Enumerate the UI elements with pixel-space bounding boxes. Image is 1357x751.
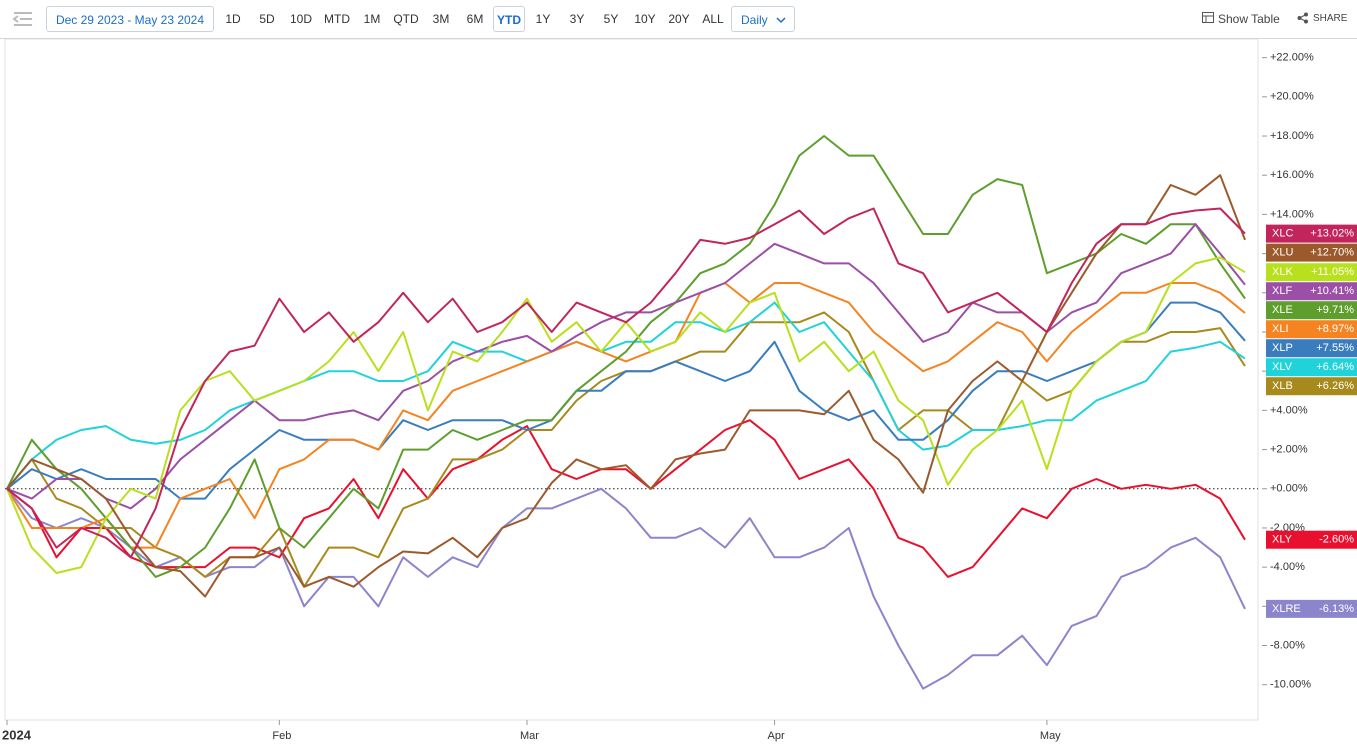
end-badge-box <box>1266 320 1357 339</box>
range-button[interactable]: 10D <box>289 12 312 26</box>
end-badge-box <box>1266 530 1357 549</box>
end-badge: XLU +12.70% <box>1266 243 1357 262</box>
range-button[interactable]: YTD <box>493 6 525 32</box>
y-tick-label: +14.00% <box>1270 208 1314 220</box>
share-icon[interactable] <box>1297 12 1309 24</box>
end-badge: XLK +11.05% <box>1266 263 1357 282</box>
end-badge-name: XLC <box>1272 228 1293 240</box>
date-range[interactable]: Dec 29 2023 - May 23 2024 <box>46 6 214 32</box>
range-button[interactable]: ALL <box>702 12 724 26</box>
end-badge-value: +6.64% <box>1316 361 1354 373</box>
y-tick-label: -4.00% <box>1270 561 1305 573</box>
x-tick-label: Feb <box>272 730 291 742</box>
end-badge: XLF +10.41% <box>1266 282 1357 301</box>
end-badge-box <box>1266 243 1357 262</box>
end-badge-name: XLU <box>1272 247 1293 259</box>
range-button[interactable]: 6M <box>466 12 484 26</box>
range-button[interactable]: 3M <box>432 12 450 26</box>
series-line <box>6 256 1246 574</box>
interval-select[interactable]: Daily <box>731 6 795 32</box>
range-button[interactable]: 3Y <box>569 12 585 26</box>
series-line <box>6 301 1246 490</box>
end-badge: XLI +8.97% <box>1266 320 1357 339</box>
range-button[interactable]: QTD <box>393 12 419 26</box>
end-badge-name: XLY <box>1272 534 1293 546</box>
range-button[interactable]: 1M <box>363 12 381 26</box>
end-badge-name: XLF <box>1272 285 1292 297</box>
end-badge: XLY -2.60% <box>1266 530 1357 549</box>
end-badge-value: +7.55% <box>1316 342 1354 354</box>
menu-icon[interactable] <box>12 9 34 29</box>
end-badge-name: XLK <box>1272 266 1293 278</box>
end-badge-value: -6.13% <box>1319 603 1354 615</box>
y-tick-label: +2.00% <box>1270 443 1308 455</box>
end-badge-name: XLP <box>1272 342 1293 354</box>
end-badge-name: XLI <box>1272 323 1289 335</box>
series-line <box>6 301 1246 500</box>
end-badge-box <box>1266 263 1357 282</box>
end-badge: XLV +6.64% <box>1266 358 1357 377</box>
end-badge-value: -2.60% <box>1319 534 1354 546</box>
y-tick-label: -10.00% <box>1270 679 1311 691</box>
end-badge-box <box>1266 377 1357 396</box>
y-tick-label: +18.00% <box>1270 130 1314 142</box>
range-button[interactable]: 10Y <box>634 12 656 26</box>
end-badge-value: +11.05% <box>1311 266 1354 278</box>
y-tick-label: +0.00% <box>1270 483 1308 495</box>
end-badge: XLC +13.02% <box>1266 224 1357 243</box>
x-tick-label: May <box>1040 730 1061 742</box>
range-button[interactable]: 20Y <box>668 12 690 26</box>
chart: -10.00%-8.00%-6.00%-4.00%-2.00%+0.00%+2.… <box>2 39 1357 742</box>
x-tick-label: 2024 <box>2 727 32 742</box>
share[interactable]: SHARE <box>1313 13 1348 24</box>
x-tick-label: Mar <box>520 730 539 742</box>
range-button[interactable]: 5Y <box>603 12 619 26</box>
series-line <box>6 419 1246 578</box>
series-line <box>6 174 1246 598</box>
end-badge-value: +9.71% <box>1316 304 1354 316</box>
y-tick-label: +4.00% <box>1270 404 1308 416</box>
toolbar: Dec 29 2023 - May 23 2024 1D 5D 10D MTD 1M QTD… <box>0 0 1357 39</box>
chevron <box>776 17 786 24</box>
end-badge: XLE +9.71% <box>1266 301 1357 320</box>
end-badge-value: +6.26% <box>1316 380 1354 392</box>
end-badge-box <box>1266 282 1357 301</box>
end-badge-name: XLB <box>1272 380 1293 392</box>
series-line <box>6 135 1246 578</box>
x-tick-label: Apr <box>768 730 785 742</box>
show-table[interactable]: Show Table <box>1218 12 1280 26</box>
y-tick-label: -8.00% <box>1270 639 1305 651</box>
series-line <box>6 282 1246 549</box>
range-button[interactable]: MTD <box>324 12 350 26</box>
end-badge: XLP +7.55% <box>1266 339 1357 358</box>
end-badge: XLRE -6.13% <box>1266 599 1357 618</box>
range-button[interactable]: 1Y <box>535 12 551 26</box>
y-tick-label: +20.00% <box>1270 91 1314 103</box>
end-badge-box <box>1266 339 1357 358</box>
end-badge-name: XLE <box>1272 304 1293 316</box>
plot-frame <box>4 39 1259 721</box>
end-badge-name: XLV <box>1272 361 1293 373</box>
end-badge-value: +10.41% <box>1310 285 1354 297</box>
end-badge-value: +12.70% <box>1310 247 1354 259</box>
end-badge: XLB +6.26% <box>1266 377 1357 396</box>
series-line <box>6 487 1246 690</box>
end-badge-value: +13.02% <box>1310 228 1354 240</box>
y-tick-label: +16.00% <box>1270 169 1314 181</box>
end-badge-box <box>1266 301 1357 320</box>
end-badge-box <box>1266 224 1357 243</box>
end-badge-box <box>1266 358 1357 377</box>
range-button[interactable]: 1D <box>225 12 241 26</box>
end-badge-name: XLRE <box>1272 603 1301 615</box>
y-tick-label: +22.00% <box>1270 52 1314 64</box>
range-button[interactable]: 5D <box>259 12 275 26</box>
end-badge-value: +8.97% <box>1316 323 1354 335</box>
series-line <box>6 207 1246 559</box>
end-badge-box <box>1266 599 1357 618</box>
table-icon[interactable] <box>1202 12 1215 24</box>
